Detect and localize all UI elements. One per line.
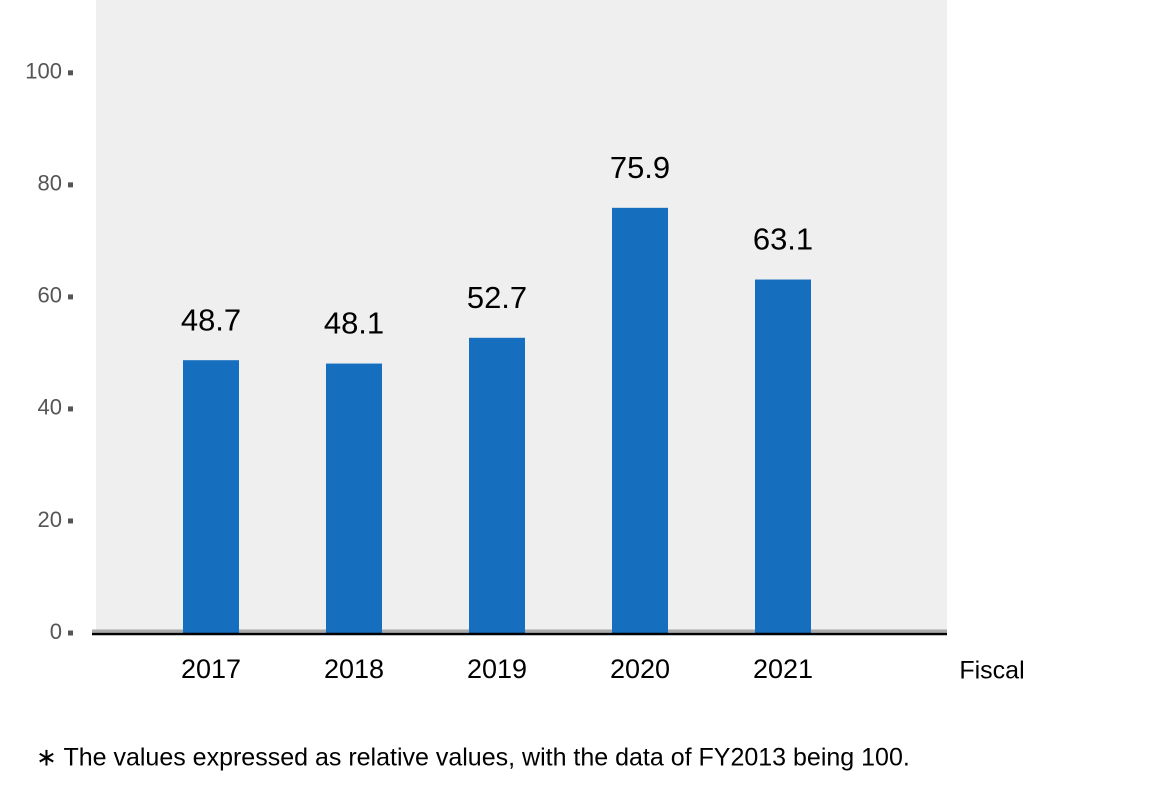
y-tick-mark	[68, 406, 73, 412]
x-tick-label: 2021	[753, 654, 813, 684]
y-tick-mark	[68, 182, 73, 188]
y-tick-mark	[68, 518, 73, 524]
x-tick-label: 2019	[467, 654, 527, 684]
y-tick-label: 100	[25, 59, 62, 84]
bar	[326, 363, 382, 633]
x-axis-label: Fiscal	[959, 657, 1024, 685]
x-tick-label: 2018	[324, 654, 384, 684]
y-tick-label: 40	[38, 395, 62, 420]
x-tick-label: 2017	[181, 654, 241, 684]
value-label: 48.7	[181, 302, 241, 337]
y-tick-mark	[68, 294, 73, 300]
value-label: 48.1	[324, 306, 384, 341]
value-label: 52.7	[467, 280, 527, 315]
y-tick-label: 60	[38, 283, 62, 308]
y-tick-label: 20	[38, 507, 62, 532]
bar	[612, 207, 668, 633]
footnote: ∗ The values expressed as relative value…	[36, 744, 910, 772]
y-tick-mark	[68, 70, 73, 76]
value-label: 63.1	[753, 222, 813, 257]
bar	[469, 337, 525, 633]
y-tick-label: 0	[50, 619, 62, 644]
value-label: 75.9	[610, 150, 670, 185]
x-tick-label: 2020	[610, 654, 670, 684]
y-tick-label: 80	[38, 171, 62, 196]
y-tick-mark	[68, 630, 73, 636]
bar	[183, 360, 239, 633]
bar	[755, 279, 811, 633]
